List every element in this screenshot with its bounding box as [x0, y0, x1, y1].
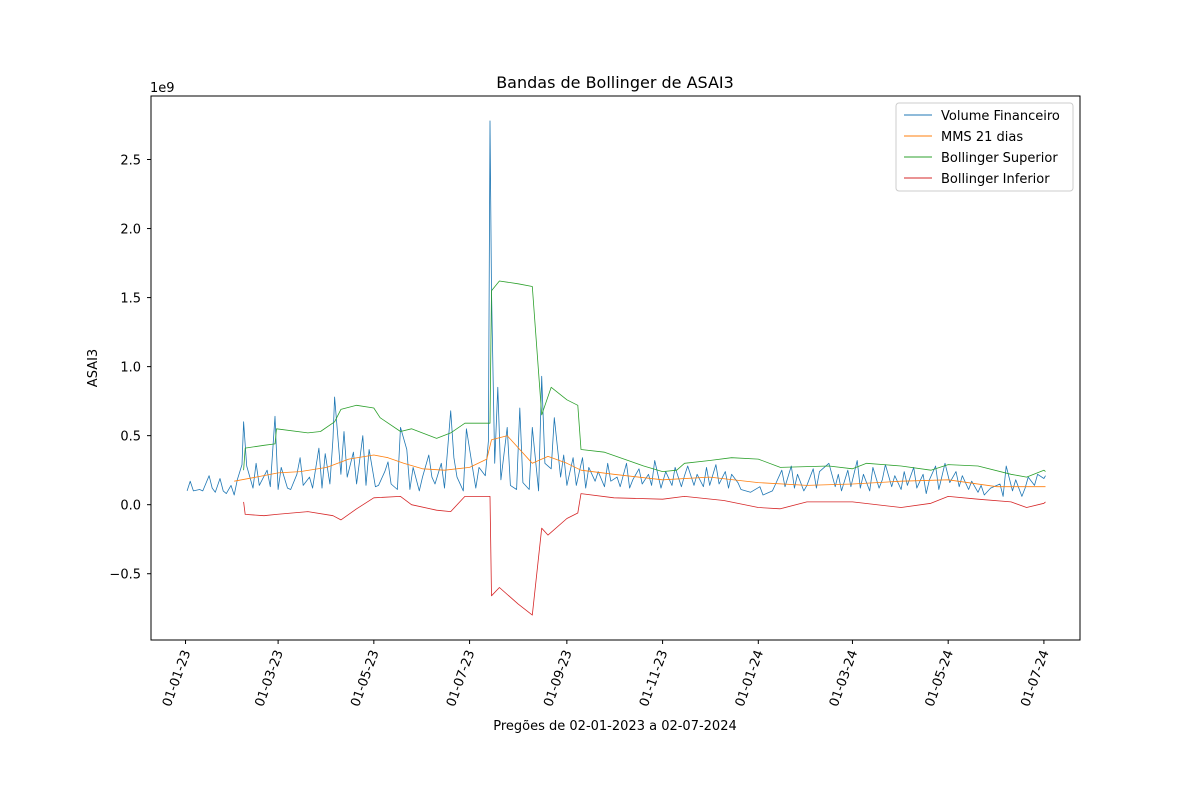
- series-line-2: [234, 435, 1046, 488]
- y-axis-label: ASAI3: [86, 349, 101, 387]
- y-tick-label: −0.5: [109, 568, 141, 583]
- series-layer: [186, 120, 1046, 616]
- legend-label: Volume Financeiro: [941, 109, 1060, 124]
- plot-frame: [150, 95, 1081, 641]
- y-tick-label: 2.0: [120, 223, 141, 238]
- y-tick-label: 0.5: [120, 430, 141, 445]
- legend-label: Bollinger Superior: [941, 151, 1058, 166]
- y-tick-label: 1.0: [120, 361, 141, 376]
- legend-label: MMS 21 dias: [941, 130, 1023, 145]
- y-tick-label: 0.0: [120, 499, 141, 514]
- chart-title: Bandas de Bollinger de ASAI3: [496, 73, 734, 92]
- legend-label: Bollinger Inferior: [941, 172, 1050, 187]
- y-offset-label: 1e9: [150, 81, 175, 96]
- legend: Volume Financeiro MMS 21 dias Bollinger Su…: [895, 102, 1074, 192]
- y-tick-label: 1.5: [120, 292, 141, 307]
- y-tick-label: 2.5: [120, 154, 141, 169]
- y-axis-ticks: −0.5 0.0 0.5 1.0 1.5 2.0 2.5: [109, 154, 151, 583]
- legend-box: [895, 102, 1074, 192]
- series-line-3: [243, 280, 1046, 478]
- series-line-1: [186, 120, 1046, 497]
- x-axis-label: Pregões de 02-01-2023 a 02-07-2024: [493, 719, 737, 734]
- series-line-4: [243, 493, 1046, 616]
